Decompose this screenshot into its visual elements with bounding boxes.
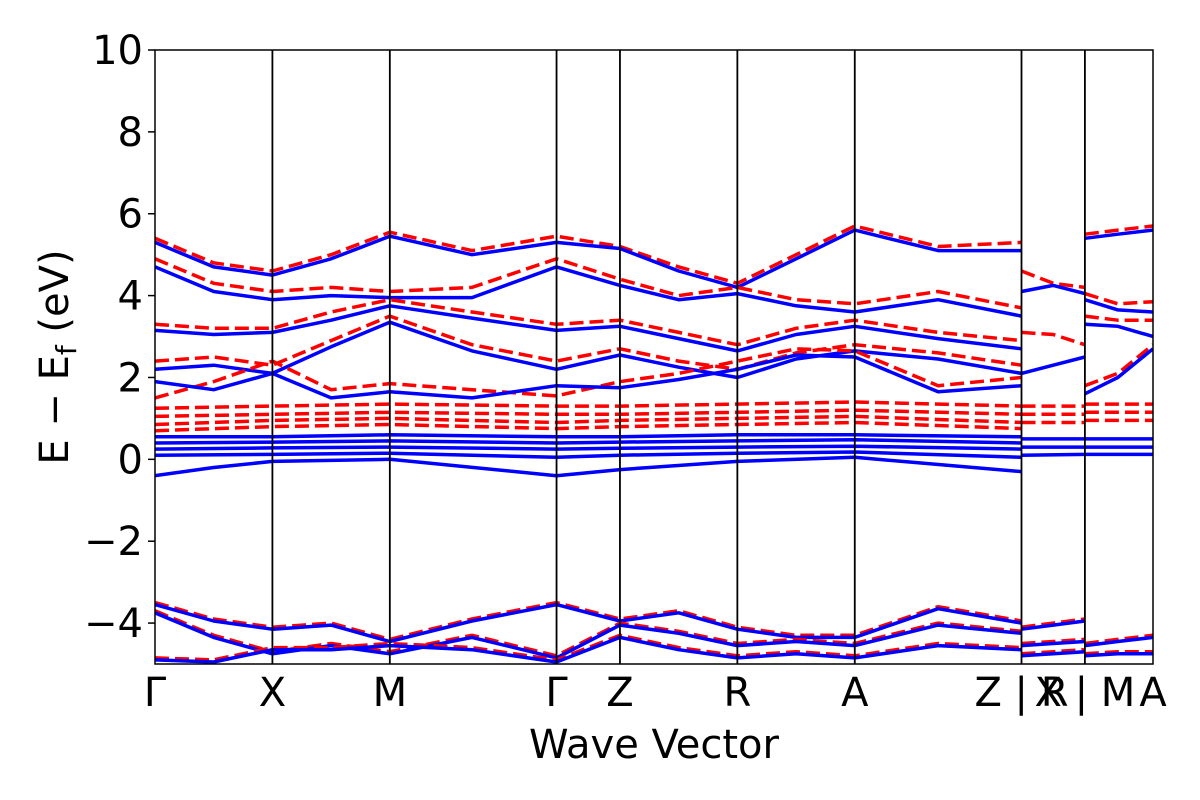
x-tick-label-6: A: [841, 670, 869, 716]
y-tick-label-1: −2: [84, 519, 143, 565]
y-axis-label-unit: (eV): [32, 249, 78, 345]
y-axis-label-main: E − E: [32, 355, 78, 465]
spin-down-band-41: [1084, 224, 1153, 236]
spin-down-band-35: [1021, 617, 1086, 629]
spin-up-band-15: [155, 437, 1022, 445]
y-axis-label: E − Ef (eV): [32, 249, 83, 464]
spin-up-band-16: [155, 444, 1022, 451]
high-symmetry-lines: [271, 50, 1086, 664]
spin-down-band-57: [1084, 649, 1153, 656]
spin-up-band-5: [155, 304, 1022, 353]
spin-up-band-38: [1021, 639, 1086, 648]
x-tick-label-3: Γ: [545, 670, 568, 716]
y-axis-ticks: −4 −2 0 2 4 6 8 10: [84, 28, 155, 647]
y-tick-label-5: 6: [118, 192, 143, 238]
spin-down-band-13: [155, 420, 1022, 433]
x-tick-label-2: M: [373, 670, 408, 716]
spin-down-band-27: [1021, 330, 1086, 347]
spin-down-band-8: [155, 347, 1022, 400]
spin-down-band-43: [1084, 291, 1153, 306]
spin-down-band-23: [155, 633, 1022, 662]
y-axis-label-subscript: f: [50, 344, 83, 355]
spin-up-band-3: [155, 265, 1022, 318]
y-tick-label-3: 2: [118, 355, 143, 401]
spin-down-band-10: [155, 400, 1022, 410]
spin-up-band-40: [1021, 649, 1086, 658]
spin-up-band-26: [1021, 283, 1086, 296]
spin-up-band-18: [155, 455, 1022, 478]
spin-down-band-12: [155, 414, 1022, 427]
x-axis-label: Wave Vector: [529, 722, 780, 768]
plot-frame: [154, 49, 1154, 665]
spin-up-band-14: [155, 433, 1022, 439]
x-tick-label-4: Z: [606, 670, 633, 716]
spin-down-band-45: [1084, 314, 1153, 322]
x-tick-label-7: Z | R: [974, 670, 1068, 716]
spin-up-band-36: [1021, 619, 1086, 631]
spin-up-band-34: [1021, 452, 1085, 457]
spin-up-band-20: [155, 602, 1022, 644]
y-tick-label-6: 8: [118, 110, 143, 156]
y-tick-label-0: −4: [84, 601, 143, 647]
spin-down-band-21: [155, 609, 1022, 658]
spin-up-band-46: [1084, 322, 1153, 339]
x-tick-label-8: X | M: [1034, 670, 1135, 716]
spin-up-band-44: [1084, 298, 1153, 314]
x-tick-label-5: R: [723, 670, 751, 716]
spin-down-band-55: [1084, 633, 1153, 646]
y-tick-label-7: 10: [92, 28, 143, 74]
spin-down-band-6: [155, 314, 1022, 372]
spin-down-band-19: [155, 600, 1022, 642]
spin-down-band-2: [155, 257, 1022, 310]
spin-down-band-39: [1021, 647, 1086, 656]
spin-up-band-22: [155, 611, 1022, 660]
x-tick-label-9: A: [1139, 670, 1167, 716]
spin-down-band-37: [1021, 637, 1086, 646]
band-lines: [155, 224, 1153, 664]
spin-down-band-47: [1084, 343, 1153, 388]
spin-up-band-42: [1084, 228, 1153, 241]
spin-up-band-24: [155, 635, 1022, 664]
spin-up-band-9: [155, 353, 1022, 400]
spin-up-band-58: [1084, 652, 1153, 658]
spin-down-band-4: [155, 297, 1022, 347]
x-tick-label-1: X: [259, 670, 286, 716]
spin-up-band-48: [1084, 347, 1153, 396]
x-tick-label-0: Γ: [144, 670, 167, 716]
spin-down-band-11: [155, 408, 1022, 419]
y-tick-label-2: 0: [118, 437, 143, 483]
spin-up-band-17: [155, 450, 1022, 460]
spin-down-band-25: [1020, 269, 1086, 290]
spin-up-band-1: [155, 228, 1022, 290]
spin-up-band-28: [1021, 355, 1086, 376]
spin-down-band-0: [155, 224, 1022, 286]
y-tick-label-4: 4: [118, 274, 143, 320]
spin-up-band-56: [1084, 635, 1153, 648]
